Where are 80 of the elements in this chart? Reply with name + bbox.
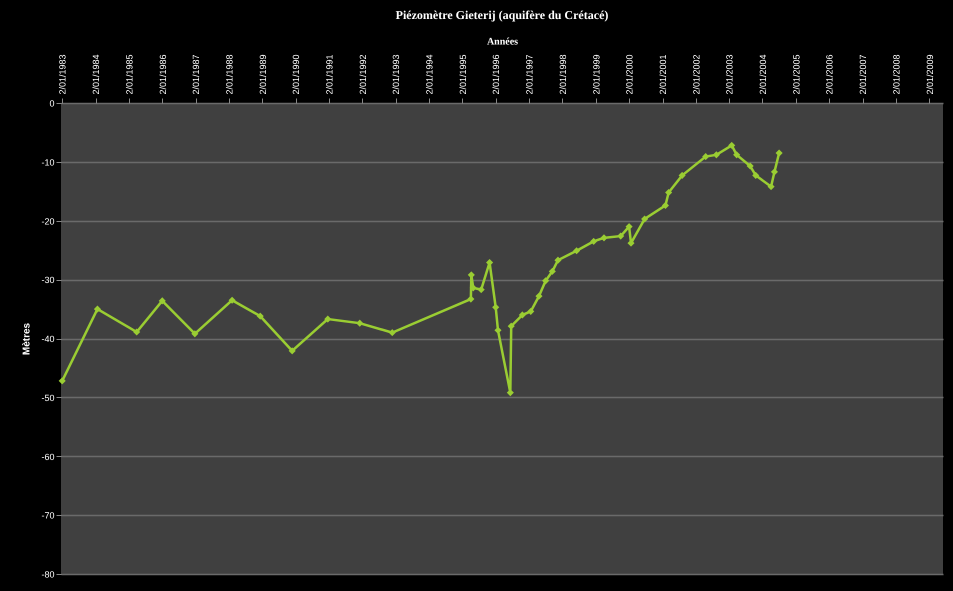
- chart-title: Piézomètre Gieterij (aquifère du Crétacé): [396, 8, 608, 22]
- point: [356, 320, 364, 327]
- point: [133, 328, 140, 336]
- x-tick-label: 2/01/1986: [158, 54, 168, 94]
- y-tick-label: -10: [41, 157, 54, 168]
- point: [470, 284, 477, 292]
- x-tick-label: 2/01/1983: [58, 54, 68, 94]
- point: [573, 247, 580, 254]
- x-tick-label: 2/01/1995: [458, 54, 468, 94]
- y-tick-label: -70: [41, 510, 54, 521]
- point: [228, 296, 236, 304]
- x-tick-label: 2/01/2002: [691, 54, 702, 94]
- point: [712, 151, 720, 158]
- point: [527, 308, 534, 315]
- y-axis-title: Mètres: [21, 322, 32, 356]
- x-tick-label: 2/01/2009: [924, 54, 935, 94]
- point: [768, 183, 775, 190]
- x-tick-label: 2/01/1992: [358, 54, 368, 94]
- x-tick-label: 2/01/2004: [758, 54, 768, 94]
- x-tick-label: 2/01/2008: [891, 54, 902, 94]
- x-tick-label: 2/01/2003: [724, 54, 735, 94]
- point: [665, 188, 672, 196]
- x-tick-label: 2/01/1985: [124, 54, 134, 94]
- point: [617, 232, 624, 240]
- point: [590, 238, 598, 245]
- x-tick-label: 2/01/1996: [491, 54, 502, 94]
- point: [542, 277, 550, 284]
- y-tick-label: 0: [49, 98, 54, 108]
- point: [548, 268, 556, 275]
- x-axis-title: Années: [486, 36, 518, 48]
- y-tick-label: -30: [41, 275, 54, 286]
- point: [770, 168, 778, 176]
- point: [467, 296, 474, 303]
- point: [478, 286, 485, 294]
- point: [256, 312, 264, 320]
- y-tick-label: -20: [41, 216, 54, 226]
- point: [554, 256, 562, 264]
- x-tick-label: 2/01/1991: [324, 54, 334, 94]
- x-tick-label: 2/01/1999: [591, 54, 602, 94]
- x-tick-label: 2/01/1990: [291, 54, 302, 94]
- point: [662, 202, 669, 209]
- x-tick-label: 2/01/1997: [524, 54, 535, 94]
- y-tick-label: -40: [41, 334, 54, 344]
- point: [600, 234, 608, 242]
- point: [535, 292, 543, 300]
- y-tick-label: -50: [41, 392, 54, 403]
- point: [468, 271, 475, 278]
- point: [752, 172, 760, 179]
- point: [746, 162, 754, 170]
- x-tick-label: 2/01/2007: [858, 54, 868, 94]
- x-tick-label: 2/01/1988: [224, 54, 234, 94]
- y-tick-label: -60: [41, 452, 54, 462]
- point: [58, 377, 66, 384]
- x-tick-label: 2/01/2000: [624, 54, 635, 94]
- x-tick-label: 2/01/1989: [258, 54, 268, 94]
- x-tick-label: 2/01/2001: [658, 54, 668, 94]
- point: [158, 297, 166, 304]
- point: [388, 329, 396, 336]
- x-tick-label: 2/01/2005: [791, 54, 802, 94]
- x-tick-label: 2/01/1984: [91, 54, 102, 94]
- point: [494, 326, 502, 334]
- point: [641, 215, 648, 223]
- point: [518, 311, 526, 318]
- point: [678, 172, 686, 179]
- y-tick-label: -80: [41, 570, 54, 580]
- point: [288, 347, 296, 354]
- point: [94, 306, 101, 313]
- point: [702, 153, 710, 160]
- x-tick-label: 2/01/2006: [824, 54, 835, 94]
- point: [324, 316, 332, 323]
- x-tick-label: 2/01/1998: [558, 54, 568, 94]
- point: [191, 330, 198, 338]
- point: [492, 304, 500, 311]
- x-tick-label: 2/01/1994: [424, 54, 435, 94]
- point: [733, 151, 740, 158]
- x-tick-label: 2/01/1987: [191, 54, 202, 94]
- point: [776, 150, 783, 157]
- point: [728, 142, 736, 149]
- point: [506, 389, 514, 396]
- x-tick-label: 2/01/1993: [391, 54, 402, 94]
